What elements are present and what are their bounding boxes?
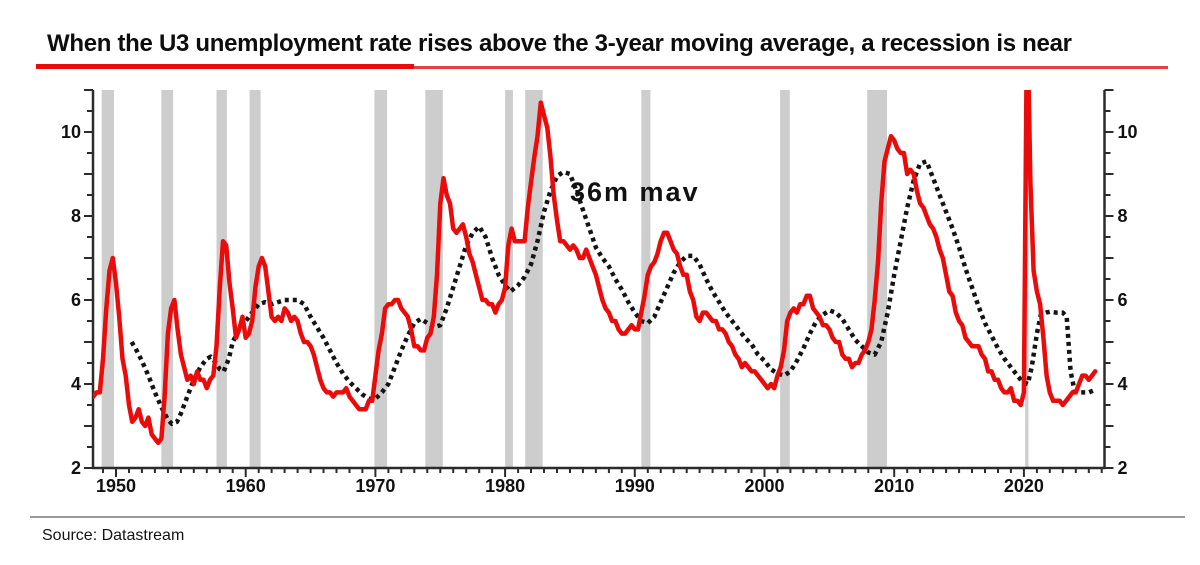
y-axis-tick-label-left: 2 xyxy=(71,458,81,478)
axis-labels: 2 2 4 4 6 6 8 8 10 10 1950 1960 1970 1980 1990 2000 2010… xyxy=(61,122,1138,496)
x-axis-tick-label: 1970 xyxy=(355,476,395,496)
recession-band xyxy=(505,90,513,468)
y-axis-tick-label-right: 10 xyxy=(1118,122,1138,142)
recession-band xyxy=(374,90,388,468)
y-axis-tick-label-left: 8 xyxy=(71,206,81,226)
x-axis-tick-label: 2020 xyxy=(1004,476,1044,496)
axes xyxy=(84,89,1114,477)
recession-band xyxy=(161,90,174,468)
chart-area: 2 2 4 4 6 6 8 8 10 10 1950 1960 1970 1980 1990 2000 2010… xyxy=(0,85,1200,505)
recession-band xyxy=(425,90,443,468)
mav-annotation: 36m mav xyxy=(570,177,700,207)
u3-series-line xyxy=(93,90,1098,446)
x-axis-tick-label: 1990 xyxy=(615,476,655,496)
mav-series-line xyxy=(129,159,1095,427)
x-axis-tick-label: 2010 xyxy=(874,476,914,496)
y-axis-tick-label-left: 10 xyxy=(61,122,81,142)
unemployment-chart: 2 2 4 4 6 6 8 8 10 10 1950 1960 1970 1980 1990 2000 2010… xyxy=(61,89,1138,496)
y-axis-tick-label-left: 6 xyxy=(71,290,81,310)
y-axis-tick-label-right: 8 xyxy=(1118,206,1128,226)
x-axis-tick-label: 2000 xyxy=(744,476,784,496)
y-axis-tick-label-left: 4 xyxy=(71,374,81,394)
y-axis-tick-label-right: 6 xyxy=(1118,290,1128,310)
y-axis-tick-label-right: 2 xyxy=(1118,458,1128,478)
x-axis-tick-label: 1960 xyxy=(226,476,266,496)
recession-band xyxy=(780,90,790,468)
title-underline-thin xyxy=(414,66,1168,69)
y-axis-tick-label-right: 4 xyxy=(1118,374,1128,394)
x-axis-tick-label: 1980 xyxy=(485,476,525,496)
title-underline-thick xyxy=(36,64,414,69)
x-axis-tick-label: 1950 xyxy=(96,476,136,496)
source-label: Source: Datastream xyxy=(42,527,185,544)
page-title: When the U3 unemployment rate rises abov… xyxy=(47,30,1072,57)
footer-separator xyxy=(30,516,1185,518)
